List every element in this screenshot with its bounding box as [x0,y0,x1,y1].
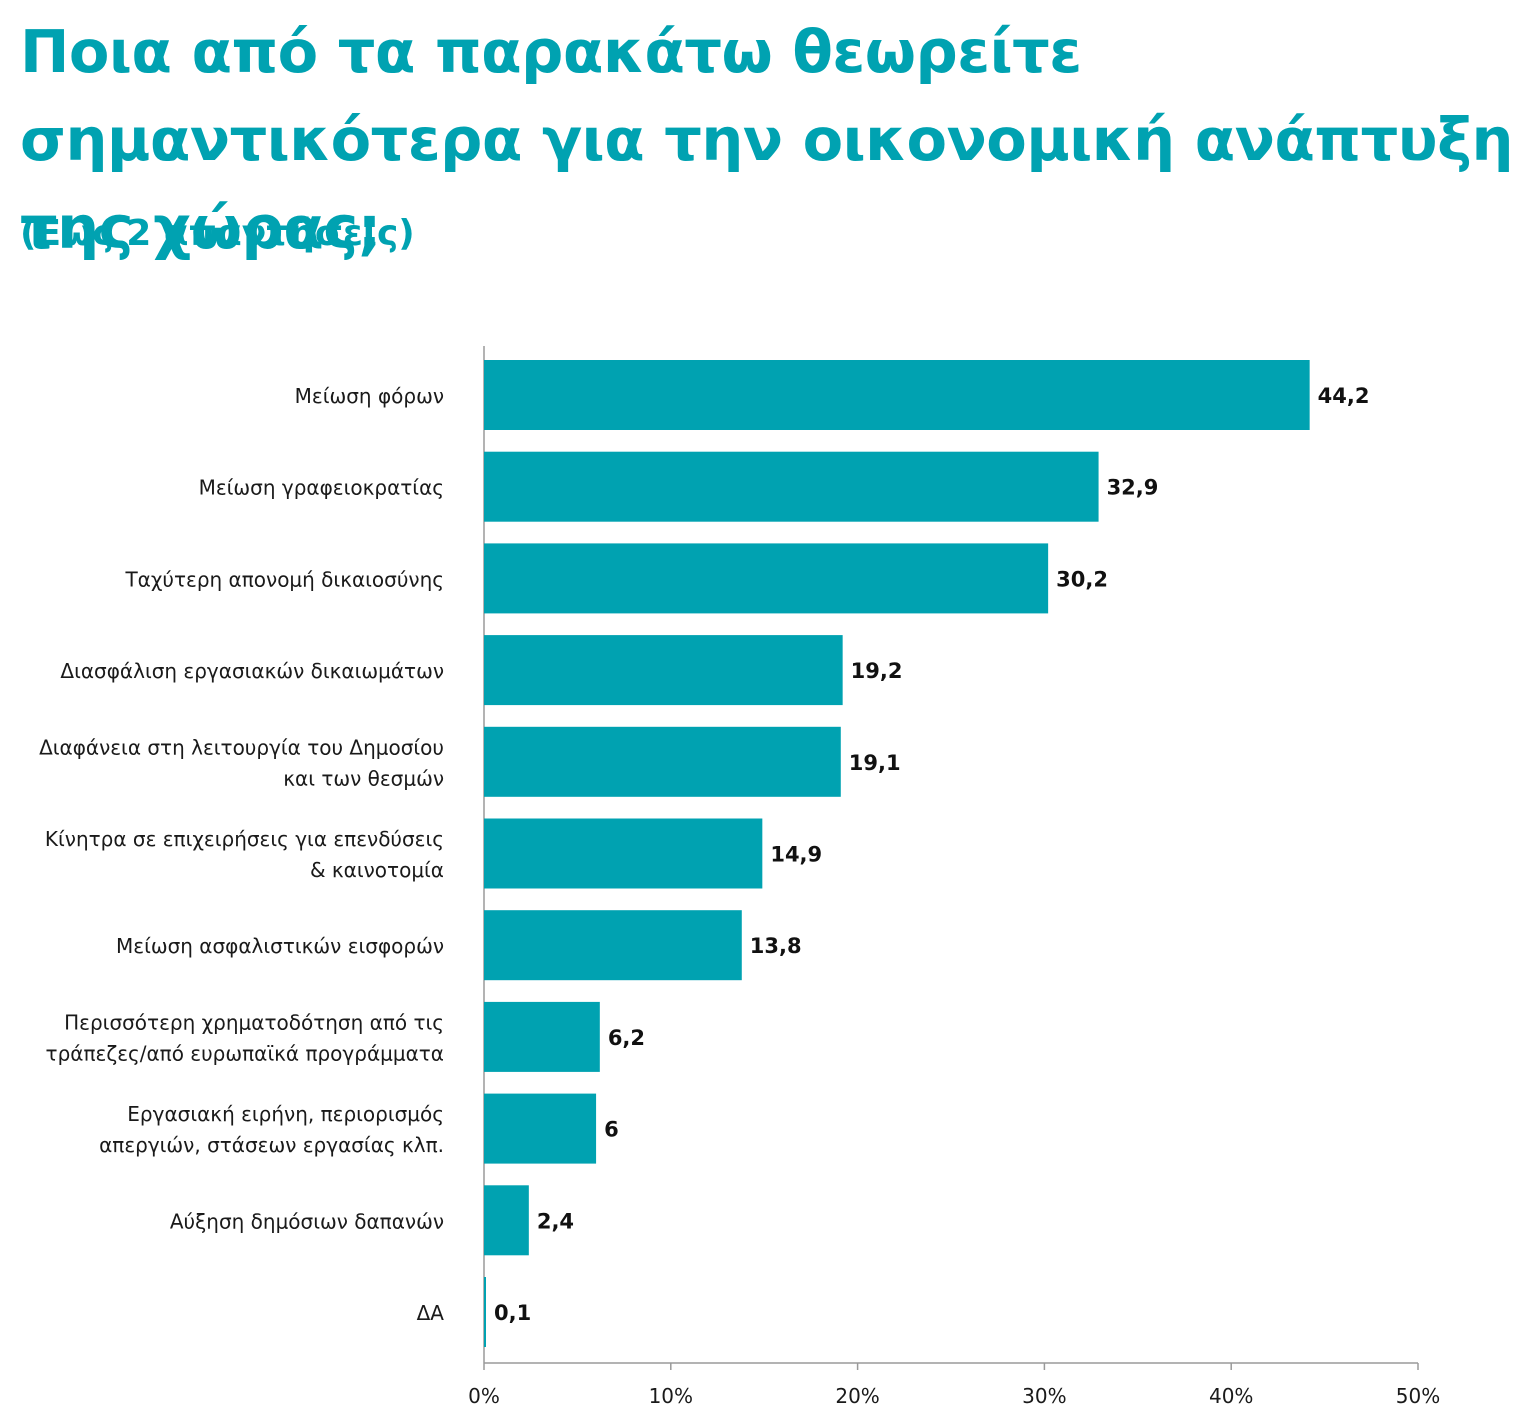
x-tick-label: 10% [649,1384,693,1408]
bar [484,451,1099,522]
bar [484,635,843,706]
category-label: Κίνητρα σε επιχειρήσεις για επενδύσεις [45,827,444,851]
bar-value-label: 6,2 [608,1026,645,1050]
bar-value-label: 19,1 [849,751,901,775]
category-label: και των θεσμών [283,766,444,790]
bar-value-label: 6 [604,1118,619,1142]
category-label: τράπεζες/από ευρωπαϊκά προγράμματα [46,1041,444,1065]
category-label: Μείωση γραφειοκρατίας [199,476,444,500]
bar [484,1093,597,1164]
category-label: ΔΑ [417,1301,445,1325]
category-label: & καινοτομία [310,858,444,882]
bar [484,360,1310,430]
x-tick-label: 20% [835,1384,879,1408]
x-tick-label: 50% [1396,1384,1440,1408]
bar-value-label: 44,2 [1318,384,1370,408]
bar [484,910,742,981]
chart-title: Ποια από τα παρακάτω θεωρείτε σημαντικότ… [20,17,1513,262]
category-label: απεργιών, στάσεων εργασίας κλπ. [99,1133,444,1157]
bar-value-label: 14,9 [770,843,822,867]
category-label: Διαφάνεια στη λειτουργία του Δημοσίου [39,735,444,759]
category-label: Εργασιακή ειρήνη, περιορισμός [127,1102,444,1126]
bar [484,1277,486,1347]
category-label: Μείωση ασφαλιστικών εισφορών [116,934,444,958]
category-label: Ταχύτερη απονομή δικαιοσύνης [124,567,444,591]
bar-value-label: 0,1 [494,1301,531,1325]
x-tick-label: 30% [1022,1384,1066,1408]
bar-value-label: 30,2 [1056,567,1108,591]
x-tick-label: 40% [1209,1384,1253,1408]
bar [484,818,763,889]
category-label: Αύξηση δημόσιων δαπανών [170,1209,444,1233]
bar [484,543,1049,614]
bar [484,1185,529,1256]
bar-value-label: 13,8 [750,934,802,958]
chart-subtitle: (Εως 2 απαντήσεις) [20,213,415,254]
bar-value-label: 2,4 [537,1209,574,1233]
category-label: Περισσότερη χρηματοδότηση από τις [64,1010,444,1034]
bar [484,1001,600,1072]
category-label: Μείωση φόρων [295,384,444,408]
bar-value-label: 19,2 [851,659,903,683]
bar [484,726,841,797]
x-tick-label: 0% [468,1384,500,1408]
bar-value-label: 32,9 [1107,476,1159,500]
category-label: Διασφάλιση εργασιακών δικαιωμάτων [60,659,444,683]
